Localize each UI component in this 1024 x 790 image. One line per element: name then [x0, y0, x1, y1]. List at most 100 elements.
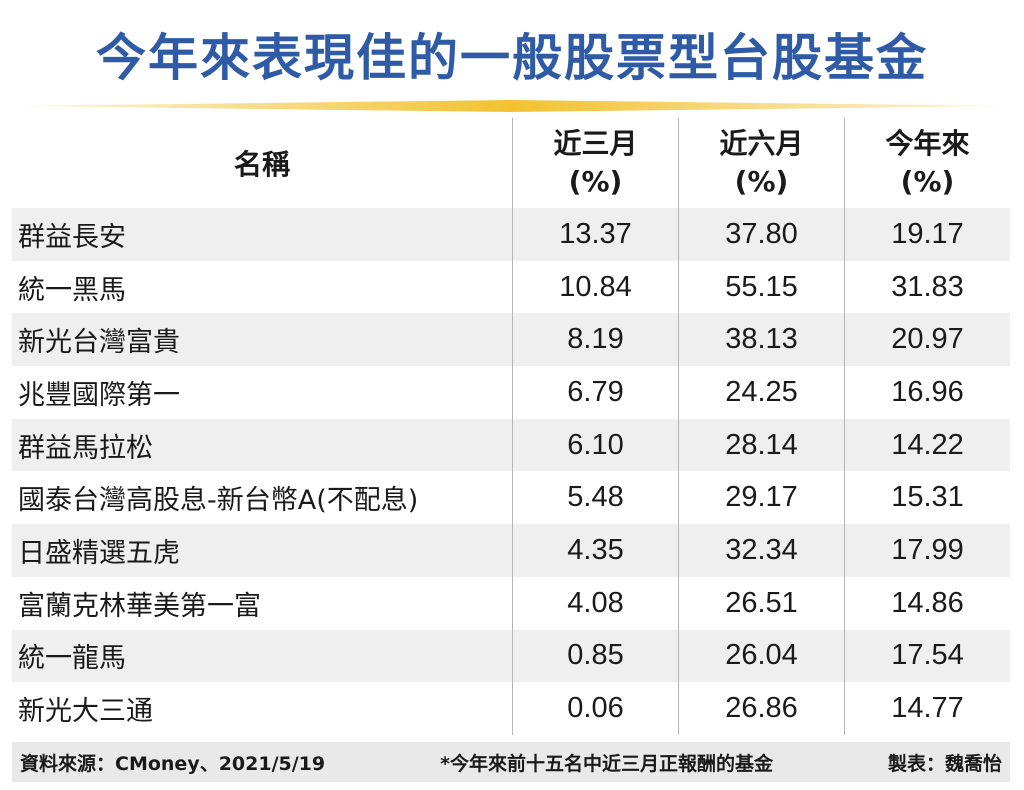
fund-name-cell: 群益長安	[12, 208, 512, 261]
return-ytd-cell: 14.77	[844, 682, 1010, 735]
table-row: 統一黑馬 10.84 55.15 31.83	[12, 260, 1010, 314]
return-3m-cell: 0.06	[512, 682, 678, 735]
fund-name-cell: 國泰台灣高股息-新台幣A(不配息)	[12, 471, 512, 524]
return-3m-cell: 13.37	[512, 208, 678, 261]
return-ytd-cell: 16.96	[844, 366, 1010, 419]
return-3m-cell-text: 0.85	[567, 639, 624, 672]
return-6m-cell: 28.14	[678, 418, 844, 472]
fund-name-cell-text: 新光台灣富貴	[18, 327, 180, 359]
return-6m-cell-text: 55.15	[725, 270, 798, 303]
header-3m-label: 近三月	[553, 127, 638, 160]
return-3m-cell-text: 5.48	[567, 481, 624, 514]
return-ytd-cell-text: 17.54	[891, 639, 964, 672]
footer-source: 資料來源：CMoney、2021/5/19	[20, 752, 326, 775]
return-ytd-cell-text: 15.31	[891, 481, 964, 514]
return-ytd-cell-text: 17.99	[891, 533, 964, 566]
return-3m-cell-text: 10.84	[559, 270, 632, 303]
header-3m-unit: (%)	[568, 165, 623, 198]
return-ytd-cell: 17.54	[844, 629, 1010, 683]
header-ytd: 今年來 (%)	[844, 118, 1010, 208]
return-6m-cell: 29.17	[678, 471, 844, 525]
return-6m-cell-text: 29.17	[725, 481, 798, 514]
header-name: 名稱	[12, 118, 512, 208]
fund-name-cell: 兆豐國際第一	[12, 366, 512, 419]
return-3m-cell-text: 6.79	[567, 375, 624, 408]
header-name-label: 名稱	[233, 148, 290, 181]
fund-name-cell-text: 群益長安	[18, 221, 126, 253]
fund-name-cell-text: 新光大三通	[18, 696, 153, 728]
table-row: 統一龍馬 0.85 26.04 17.54	[12, 629, 1010, 683]
return-ytd-cell: 14.22	[844, 418, 1010, 472]
return-3m-cell: 0.85	[512, 629, 678, 683]
return-6m-cell: 55.15	[678, 260, 844, 314]
return-ytd-cell: 15.31	[844, 471, 1010, 525]
fund-name-cell: 富蘭克林華美第一富	[12, 577, 512, 630]
return-3m-cell: 6.79	[512, 366, 678, 419]
return-3m-cell: 6.10	[512, 418, 678, 472]
header-3m: 近三月 (%)	[512, 118, 678, 208]
return-6m-cell-text: 26.04	[725, 639, 798, 672]
return-ytd-cell: 19.17	[844, 208, 1010, 261]
return-3m-cell: 5.48	[512, 471, 678, 525]
fund-name-cell-text: 群益馬拉松	[18, 432, 153, 464]
table-row: 富蘭克林華美第一富 4.08 26.51 14.86	[12, 576, 1010, 630]
table-row: 新光台灣富貴 8.19 38.13 20.97	[12, 313, 1010, 367]
return-ytd-cell-text: 19.17	[891, 217, 964, 250]
return-3m-cell-text: 6.10	[567, 428, 624, 461]
fund-name-cell-text: 富蘭克林華美第一富	[18, 590, 261, 622]
return-ytd-cell: 31.83	[844, 260, 1010, 314]
footer-note: *今年來前十五名中近三月正報酬的基金	[440, 752, 774, 775]
header-ytd-unit: (%)	[900, 165, 955, 198]
return-ytd-cell-text: 14.86	[891, 586, 964, 619]
return-6m-cell: 26.86	[678, 682, 844, 735]
return-ytd-cell-text: 20.97	[891, 323, 964, 356]
return-ytd-cell-text: 16.96	[891, 375, 964, 408]
return-6m-cell: 37.80	[678, 208, 844, 261]
fund-name-cell: 統一黑馬	[12, 261, 512, 314]
return-6m-cell-text: 24.25	[725, 375, 798, 408]
return-3m-cell-text: 0.06	[567, 692, 624, 725]
return-3m-cell-text: 8.19	[567, 323, 624, 356]
header-ytd-label: 今年來	[885, 127, 970, 160]
fund-name-cell-text: 兆豐國際第一	[18, 379, 180, 411]
fund-name-cell-text: 統一龍馬	[18, 643, 126, 675]
return-6m-cell-text: 37.80	[725, 217, 798, 250]
fund-name-cell-text: 統一黑馬	[18, 274, 126, 306]
table-row: 國泰台灣高股息-新台幣A(不配息) 5.48 29.17 15.31	[12, 471, 1010, 525]
table-row: 群益長安 13.37 37.80 19.17	[12, 208, 1010, 261]
footer-credit: 製表：魏喬怡	[887, 752, 1002, 775]
return-6m-cell: 32.34	[678, 524, 844, 577]
return-6m-cell-text: 38.13	[725, 323, 798, 356]
header-6m-label: 近六月	[719, 127, 804, 160]
chart-title: 今年來表現佳的一般股票型台股基金	[96, 29, 928, 87]
return-ytd-cell-text: 14.77	[891, 692, 964, 725]
return-6m-cell: 38.13	[678, 313, 844, 367]
fund-name-cell: 統一龍馬	[12, 630, 512, 683]
table-row: 新光大三通 0.06 26.86 14.77	[12, 682, 1010, 735]
return-3m-cell: 10.84	[512, 260, 678, 314]
title-underline	[12, 100, 1012, 112]
return-ytd-cell: 20.97	[844, 313, 1010, 367]
fund-name-cell: 新光台灣富貴	[12, 313, 512, 366]
return-ytd-cell: 17.99	[844, 524, 1010, 577]
fund-name-cell-text: 日盛精選五虎	[18, 537, 180, 569]
return-6m-cell: 24.25	[678, 366, 844, 419]
fund-name-cell: 群益馬拉松	[12, 419, 512, 472]
return-3m-cell: 8.19	[512, 313, 678, 367]
fund-name-cell: 日盛精選五虎	[12, 524, 512, 577]
header-6m: 近六月 (%)	[678, 118, 844, 208]
return-ytd-cell: 14.86	[844, 576, 1010, 630]
table-row: 日盛精選五虎 4.35 32.34 17.99	[12, 524, 1010, 577]
return-6m-cell: 26.51	[678, 576, 844, 630]
return-ytd-cell-text: 14.22	[891, 428, 964, 461]
fund-name-cell: 新光大三通	[12, 682, 512, 735]
return-3m-cell: 4.08	[512, 576, 678, 630]
return-6m-cell-text: 32.34	[725, 533, 798, 566]
return-6m-cell: 26.04	[678, 629, 844, 683]
return-6m-cell-text: 26.51	[725, 586, 798, 619]
return-3m-cell-text: 13.37	[559, 217, 632, 250]
return-3m-cell-text: 4.08	[567, 586, 624, 619]
return-ytd-cell-text: 31.83	[891, 270, 964, 303]
return-6m-cell-text: 26.86	[725, 692, 798, 725]
table-body: 群益長安 13.37 37.80 19.17 統一黑馬 10.84 55.15 31.83 新光…	[12, 208, 1010, 735]
